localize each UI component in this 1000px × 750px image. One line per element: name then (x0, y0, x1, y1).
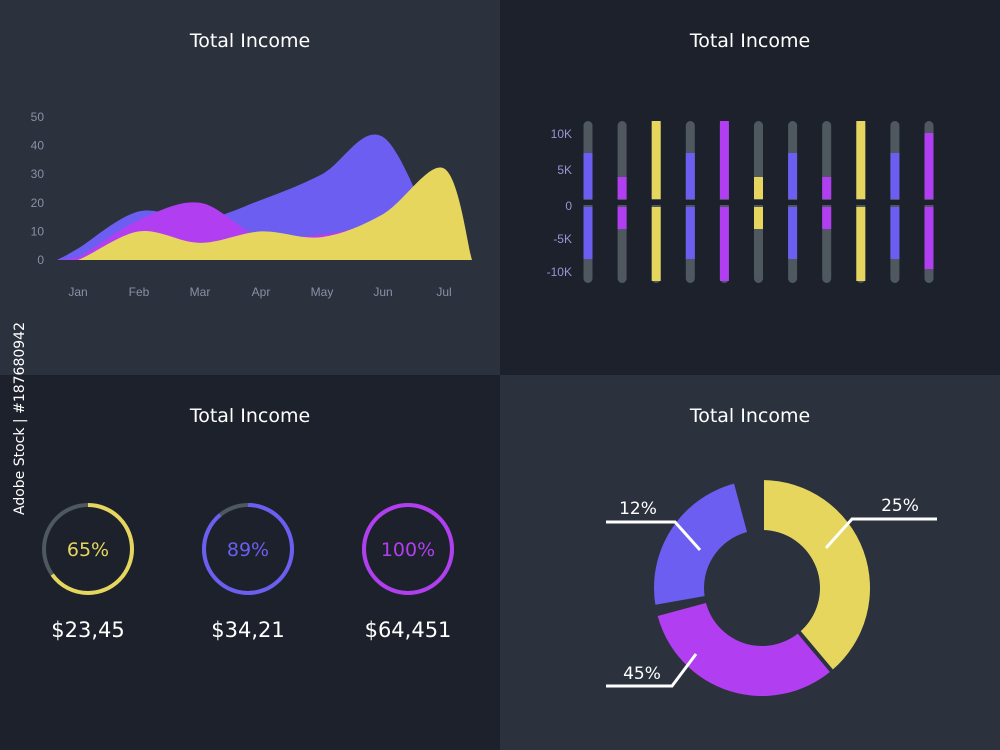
bar-gap (923, 200, 935, 205)
bar-negative (651, 207, 661, 281)
bar-negative (583, 207, 593, 259)
progress-rings: 65% 89% 100% (42, 503, 454, 595)
donut-slice-magenta (657, 603, 832, 696)
area-chart: 0 10 20 30 40 50 Jan Feb Mar Apr May Jun Jul (31, 110, 472, 299)
bar-negative (754, 207, 763, 229)
bar-gap (753, 200, 764, 205)
ring-amount-1: $23,45 (51, 618, 125, 642)
bar-negative (890, 207, 900, 259)
bar-chart-panel: Total Income 10K 5K 0 -5K -10K (500, 0, 1000, 375)
donut-leader-45 (606, 653, 698, 688)
bar-negative (617, 207, 627, 229)
bar-positive (583, 153, 593, 199)
bar-gap (718, 200, 730, 205)
bar-negative (856, 207, 866, 281)
donut-chart: 25% 45% 12% (606, 478, 937, 696)
area-y-tick: 20 (31, 196, 45, 210)
bar-positive (754, 177, 763, 199)
bar-chart: 10K 5K 0 -5K -10K (547, 121, 935, 283)
ring-percent-label: 65% (67, 539, 109, 561)
bar-positive (856, 121, 866, 199)
area-x-tick: Feb (129, 285, 150, 299)
area-y-tick: 0 (37, 253, 44, 267)
rings-panel: Total Income 65% 89% 100% $23,45 $34,21 $6… (0, 375, 500, 750)
donut-leader-25 (824, 517, 937, 550)
ring-progress (362, 503, 454, 595)
ring-percent-label: 89% (227, 539, 269, 561)
bar-positive (890, 153, 900, 199)
bar-positive (822, 177, 832, 199)
bar-positive (685, 153, 695, 199)
area-x-tick: Apr (252, 285, 271, 299)
area-y-tick: 40 (31, 139, 45, 153)
bar-gap (855, 200, 867, 205)
ring-amount-2: $34,21 (211, 618, 285, 642)
donut-label-12: 12% (619, 499, 657, 519)
bar-gap (821, 200, 833, 205)
donut-gap (653, 595, 708, 610)
donut-gap (796, 629, 835, 674)
ring-amount-3: $64,451 (364, 618, 452, 642)
bar-gap (582, 200, 594, 205)
bar-y-tick: 10K (551, 127, 572, 141)
bar-y-tick: 0 (565, 199, 572, 213)
donut-slice-yellow (762, 480, 870, 671)
area-chart-title: Total Income (189, 30, 311, 52)
area-y-tick: 30 (31, 167, 45, 181)
bar-gap (684, 200, 696, 205)
bar-negative (719, 207, 729, 281)
area-x-tick: Mar (190, 285, 211, 299)
area-x-tick: May (311, 285, 334, 299)
ring-progress (42, 503, 134, 595)
bar-positive (651, 121, 661, 199)
watermark-text: Adobe Stock | #187680942 (12, 322, 28, 515)
bar-negative (924, 207, 934, 269)
ring-percent-label: 100% (381, 539, 435, 561)
donut-leader-12 (606, 520, 702, 551)
area-x-tick: Jan (68, 285, 87, 299)
area-series-yellow (57, 167, 472, 260)
bar-positive (788, 153, 798, 199)
bar-positive (617, 177, 627, 199)
bar-y-tick: -10K (547, 265, 572, 279)
bar-gap (650, 200, 662, 205)
bar-negative (822, 207, 832, 229)
area-chart-panel: Total Income 0 10 20 30 40 50 Jan Feb Mar Apr May J… (0, 0, 500, 375)
bar-gap (889, 200, 901, 205)
bar-positive (719, 121, 729, 199)
bar-negative (685, 207, 695, 259)
bar-gap (616, 200, 628, 205)
area-x-tick: Jun (373, 285, 392, 299)
bar-y-tick: 5K (557, 163, 572, 177)
ring-progress (202, 503, 294, 595)
rings-title: Total Income (189, 405, 311, 427)
area-x-tick: Jul (436, 285, 451, 299)
donut-label-45: 45% (623, 664, 661, 684)
area-y-tick: 50 (31, 110, 45, 124)
bar-y-tick: -5K (553, 232, 572, 246)
donut-label-25: 25% (881, 496, 919, 516)
bar-positive (924, 133, 934, 199)
bar-gap (787, 200, 799, 205)
bar-chart-title: Total Income (689, 30, 811, 52)
donut-panel: Total Income 25% 45% 12% (500, 375, 1000, 750)
area-y-tick: 10 (31, 224, 45, 238)
donut-title: Total Income (689, 405, 811, 427)
bar-negative (788, 207, 798, 259)
donut-slice-purple (654, 483, 747, 607)
